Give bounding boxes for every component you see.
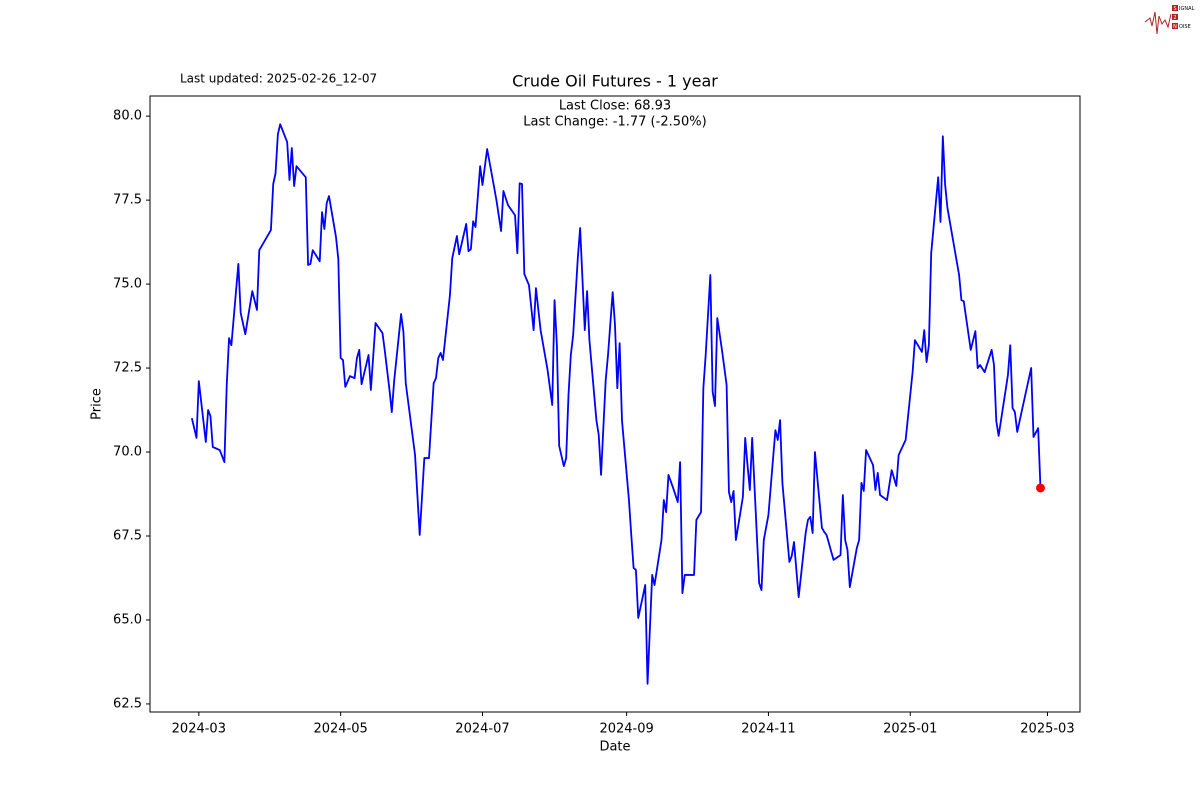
- logo-box: [1172, 14, 1178, 20]
- y-tick-label: 72.5: [113, 361, 142, 376]
- x-tick-label: 2024-07: [455, 722, 509, 737]
- y-axis-label: Price: [90, 388, 105, 420]
- last-updated: Last updated: 2025-02-26_12-07: [180, 72, 377, 86]
- logo-text: OISE: [1179, 24, 1191, 30]
- x-axis-label: Date: [599, 740, 630, 755]
- price-line: [190, 123, 1042, 685]
- x-tick-label: 2024-09: [599, 722, 653, 737]
- x-tick-label: 2024-11: [741, 722, 795, 737]
- annotation: Last Close: 68.93: [559, 99, 671, 114]
- logo-text: IGNAL: [1179, 6, 1195, 12]
- logo-wave: [1144, 11, 1172, 35]
- logo: S IGNAL 2 N OISE: [1144, 5, 1195, 35]
- x-tick-label: 2024-03: [172, 722, 226, 737]
- logo-text: 2: [1173, 15, 1176, 21]
- plot-frame: [149, 95, 1081, 713]
- y-tick-label: 75.0: [113, 277, 142, 292]
- y-tick-label: 80.0: [113, 109, 142, 124]
- last-point: [1035, 483, 1045, 493]
- logo-box: [1172, 23, 1178, 29]
- y-tick-label: 70.0: [113, 445, 142, 460]
- logo-text: S: [1173, 6, 1176, 12]
- annotation: Last Change: -1.77 (-2.50%): [523, 115, 706, 130]
- x-tick-label: 2025-03: [1020, 722, 1074, 737]
- y-tick-label: 62.5: [113, 696, 142, 711]
- y-tick-label: 77.5: [113, 193, 142, 208]
- x-tick-label: 2025-01: [883, 722, 937, 737]
- chart-title: Crude Oil Futures - 1 year: [512, 72, 718, 91]
- x-tick-label: 2024-05: [313, 722, 367, 737]
- y-tick-label: 67.5: [113, 529, 142, 544]
- logo-box: [1172, 5, 1178, 11]
- logo-text: N: [1173, 24, 1177, 30]
- y-tick-label: 65.0: [113, 612, 142, 627]
